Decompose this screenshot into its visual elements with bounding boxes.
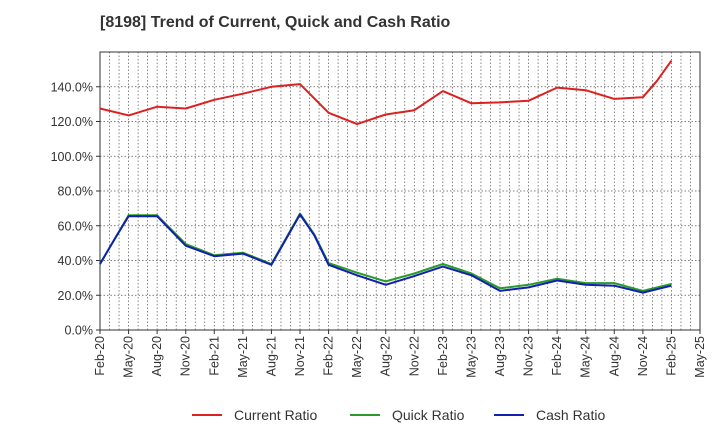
y-tick-label: 60.0% xyxy=(58,219,93,233)
x-tick-label: Aug-24 xyxy=(607,336,621,376)
legend-label-cash-ratio: Cash Ratio xyxy=(536,407,605,423)
x-tick-label: Feb-25 xyxy=(664,336,678,376)
x-tick-label: May-21 xyxy=(236,336,250,378)
plot-area xyxy=(100,52,700,330)
x-tick-label: May-20 xyxy=(122,336,136,378)
x-tick-label: Nov-21 xyxy=(293,336,307,376)
x-tick-label: Aug-23 xyxy=(493,336,507,376)
series-line-current-ratio xyxy=(99,60,673,126)
x-tick-label: May-25 xyxy=(693,336,707,378)
x-tick-label: Nov-20 xyxy=(179,336,193,376)
series-line-cash-ratio xyxy=(99,213,672,294)
y-tick-label: 140.0% xyxy=(51,80,93,94)
x-tick-label: Nov-23 xyxy=(522,336,536,376)
x-tick-label: May-24 xyxy=(579,336,593,378)
x-tick-label: May-22 xyxy=(350,336,364,378)
y-tick-label: 0.0% xyxy=(65,324,94,338)
x-tick-label: Aug-21 xyxy=(264,336,278,376)
x-tick-label: Nov-24 xyxy=(636,336,650,376)
y-tick-label: 40.0% xyxy=(58,254,93,268)
x-tick-label: Feb-20 xyxy=(93,336,107,376)
legend-label-current-ratio: Current Ratio xyxy=(234,407,317,423)
x-tick-label: Feb-21 xyxy=(207,336,221,376)
legend-label-quick-ratio: Quick Ratio xyxy=(392,407,465,423)
x-tick-label: Nov-22 xyxy=(407,336,421,376)
x-tick-label: Feb-23 xyxy=(436,336,450,376)
y-tick-label: 20.0% xyxy=(58,289,93,303)
y-tick-label: 120.0% xyxy=(51,115,93,129)
y-tick-label: 100.0% xyxy=(51,150,93,164)
x-tick-label: Aug-20 xyxy=(150,336,164,376)
x-tick-label: Aug-22 xyxy=(379,336,393,376)
y-tick-label: 80.0% xyxy=(58,185,93,199)
x-tick-label: Feb-24 xyxy=(550,336,564,376)
x-tick-label: Feb-22 xyxy=(322,336,336,376)
chart-title: [8198] Trend of Current, Quick and Cash … xyxy=(100,14,451,31)
x-tick-label: May-23 xyxy=(464,336,478,378)
